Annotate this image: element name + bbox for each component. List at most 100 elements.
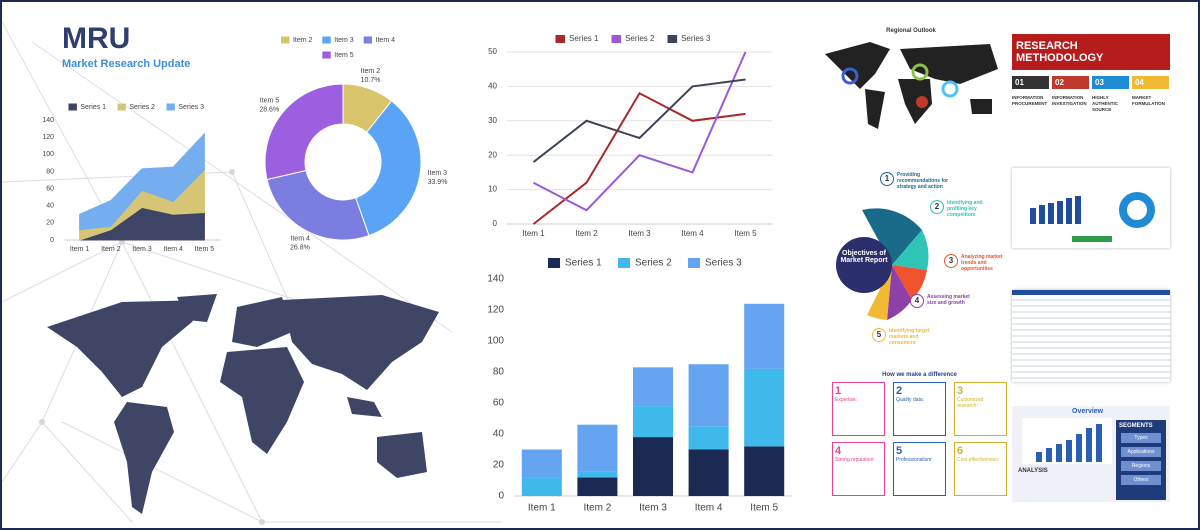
- report-thumb: [1012, 168, 1170, 248]
- legend-swatch: [611, 35, 622, 43]
- legend-swatch: [688, 258, 700, 268]
- legend-swatch: [166, 103, 175, 111]
- bar-segment: [521, 477, 562, 496]
- legend-swatch: [667, 35, 678, 43]
- y-tick-label: 120: [487, 305, 504, 316]
- bar-segment: [744, 446, 785, 496]
- legend-label: Series 2: [129, 104, 155, 111]
- x-tick-label: Item 3: [628, 229, 651, 238]
- legend-label: Series 1: [569, 34, 599, 43]
- legend-label: Series 3: [178, 104, 204, 111]
- steps: 01 INFORMATION PROCUREMENT 02 INFORMATION I…: [1012, 76, 1170, 113]
- segment: Regions: [1121, 461, 1161, 471]
- network-lines: [2, 21, 502, 523]
- bar-segment: [521, 449, 562, 478]
- regional-map: [825, 42, 998, 129]
- y-tick-label: 20: [493, 460, 505, 471]
- difference-card: 2 Quality data:: [893, 382, 946, 436]
- legend-label: Series 3: [681, 34, 711, 43]
- x-tick-label: Item 1: [522, 229, 545, 238]
- y-tick-label: 80: [493, 367, 505, 378]
- difference-text: Professionalism:: [896, 457, 933, 463]
- objective-text: Identifying target markets and consumers: [889, 328, 930, 346]
- logo-name: Market Research Update: [62, 58, 190, 70]
- bar-segment: [688, 364, 729, 427]
- difference-number: 3: [957, 385, 964, 397]
- bar-segment: [688, 426, 729, 450]
- difference-text: Quality data:: [896, 397, 925, 403]
- x-tick-label: Item 5: [195, 246, 215, 253]
- difference-card: 5 Professionalism:: [893, 442, 946, 496]
- thumb-title: Overview: [1072, 408, 1104, 415]
- y-tick-label: 80: [46, 168, 54, 175]
- pie-slice: [266, 169, 370, 241]
- step-number: 03: [1092, 76, 1129, 89]
- legend-swatch: [281, 36, 290, 44]
- step-label: HIGHLY AUTHENTIC SOURCE: [1092, 95, 1118, 112]
- objective-number: 1: [880, 172, 894, 186]
- step: 02 INFORMATION INVESTIGATION: [1052, 76, 1089, 113]
- thumb-title: RESEARCH METHODOLOGY: [1012, 34, 1170, 70]
- bar-segment: [632, 406, 674, 438]
- objective-number: 2: [930, 200, 944, 214]
- objective: 1 Providing recommendations for strategy …: [880, 172, 950, 190]
- segments-panel: SEGMENTS Types Applications Regions Others: [1116, 420, 1166, 500]
- slice-label: Item 4: [290, 235, 310, 242]
- segment: Others: [1121, 475, 1161, 485]
- y-tick-label: 40: [488, 82, 497, 91]
- difference-text: Expertise:: [835, 397, 858, 403]
- segment: Applications: [1121, 447, 1161, 457]
- difference-thumb: How we make a difference 1 Expertise: 2 Qua…: [832, 372, 1007, 502]
- y-tick-label: 20: [488, 150, 497, 159]
- y-tick-label: 20: [46, 220, 54, 227]
- bar-segment: [632, 367, 674, 407]
- y-tick-label: 30: [488, 116, 497, 125]
- x-tick-label: Item 4: [681, 229, 704, 238]
- legend-swatch: [322, 51, 331, 59]
- slice-label: Item 3: [428, 170, 448, 177]
- objective: 3 Analyzing market trends and opportuniti…: [944, 254, 1014, 272]
- regional-thumb: Regional Outlook: [820, 28, 1002, 136]
- slice-label: Item 5: [260, 98, 280, 105]
- slice-value: 33.9%: [428, 179, 448, 186]
- objective-number: 3: [944, 254, 958, 268]
- y-tick-label: 60: [46, 185, 54, 192]
- objective-text: Analyzing market trends and opportunitie…: [961, 254, 1003, 272]
- y-tick-label: 100: [42, 151, 54, 158]
- legend-swatch: [322, 36, 331, 44]
- objective: 5 Identifying target markets and consumer…: [872, 328, 942, 346]
- overview-analysis: ANALYSIS: [1018, 468, 1048, 474]
- difference-number: 6: [957, 445, 964, 457]
- y-tick-label: 120: [42, 134, 54, 141]
- segments-list: Types Applications Regions Others: [1119, 433, 1163, 485]
- segments-title: SEGMENTS: [1119, 423, 1153, 429]
- legend-label: Item 2: [293, 37, 313, 44]
- slice-value: 10.7%: [361, 77, 381, 84]
- difference-number: 5: [896, 445, 903, 457]
- bar-segment: [577, 424, 618, 472]
- difference-card: 1 Expertise:: [832, 382, 885, 436]
- step-label: MARKET FORMULATION: [1132, 95, 1165, 106]
- x-tick-label: Item 3: [132, 246, 152, 253]
- line: [532, 91, 746, 225]
- y-tick-label: 60: [493, 398, 505, 409]
- objective-text: Providing recommendations for strategy a…: [897, 172, 949, 190]
- objective-text: Assessing market size and growth: [927, 294, 970, 306]
- legend-swatch: [68, 103, 77, 111]
- legend-swatch: [555, 35, 566, 43]
- objectives-center: Objectives of Market Report: [840, 250, 888, 264]
- x-tick-label: Item 1: [70, 246, 90, 253]
- step-label: INFORMATION INVESTIGATION: [1052, 95, 1087, 106]
- thumb-title: How we make a difference: [882, 372, 957, 378]
- overview-chart: [1022, 418, 1112, 464]
- step-label: INFORMATION PROCUREMENT: [1012, 95, 1048, 106]
- legend-label: Series 1: [565, 258, 602, 269]
- step-number: 04: [1132, 76, 1169, 89]
- x-tick-label: Item 1: [528, 503, 556, 514]
- difference-card: 4 Strong reputation:: [832, 442, 885, 496]
- objective: 2 Identifying and profiling key competito…: [930, 200, 1000, 218]
- x-tick-label: Item 4: [163, 246, 183, 253]
- slice-label: Item 2: [361, 68, 381, 75]
- table-graphic: [1012, 290, 1170, 379]
